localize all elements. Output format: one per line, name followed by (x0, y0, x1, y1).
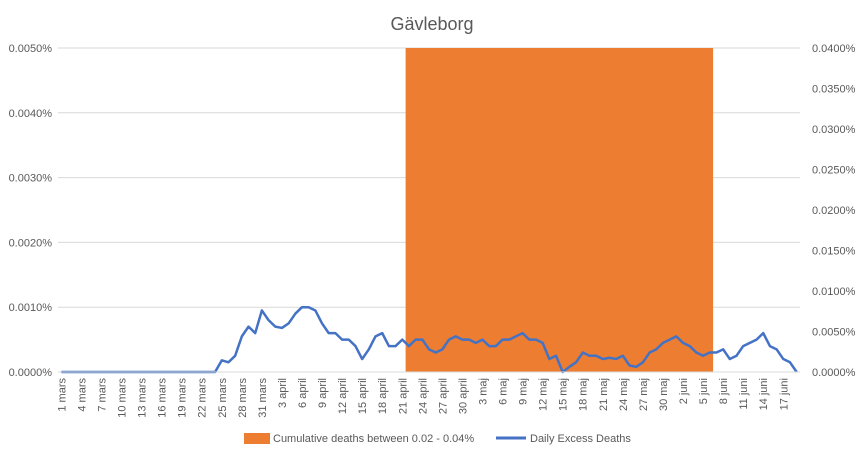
x-tick-label: 13 mars (137, 378, 149, 418)
x-tick-label: 18 april (377, 378, 389, 414)
y-right-tick-label: 0.0150% (812, 246, 856, 258)
x-tick-label: 30 april (457, 378, 469, 414)
x-tick-label: 17 juni (778, 378, 790, 410)
x-tick-label: 22 mars (197, 378, 209, 418)
x-tick-label: 21 april (397, 378, 409, 414)
y-right-tick-label: 0.0050% (812, 327, 856, 339)
x-tick-label: 27 april (437, 378, 449, 414)
y-left-tick-label: 0.0030% (9, 173, 53, 185)
x-tick-label: 5 juni (698, 378, 710, 404)
x-tick-label: 6 april (297, 378, 309, 408)
y-axis-right: 0.0000% 0.0050% 0.0100% 0.0150% 0.0200% 0.025… (812, 43, 856, 379)
y-left-tick-label: 0.0020% (9, 237, 53, 249)
y-right-tick-label: 0.0000% (812, 367, 856, 379)
x-tick-label: 24 april (417, 378, 429, 414)
cumulative-band-layer (405, 48, 714, 372)
x-tick-label: 19 mars (177, 378, 189, 418)
x-tick-label: 28 mars (237, 378, 249, 418)
x-tick-label: 3 april (277, 378, 289, 408)
x-axis: 1 mars 4 mars 7 mars 10 mars 13 mars 16 mars 1… (56, 371, 800, 418)
x-tick-label: 1 mars (56, 378, 68, 412)
x-tick-label: 12 maj (538, 378, 550, 411)
y-right-tick-label: 0.0300% (812, 124, 856, 136)
y-right-tick-label: 0.0200% (812, 205, 856, 217)
x-tick-label: 15 april (357, 378, 369, 414)
x-tick-label: 10 mars (117, 378, 129, 418)
x-tick-label: 9 maj (518, 378, 530, 405)
y-right-tick-label: 0.0350% (812, 84, 856, 96)
x-tick-label: 7 mars (96, 378, 108, 412)
x-tick-label: 11 juni (738, 378, 750, 410)
x-tick-label: 30 maj (658, 378, 670, 411)
cumulative-band (405, 48, 714, 372)
x-tick-label: 14 juni (758, 378, 770, 410)
y-left-tick-label: 0.0010% (9, 302, 53, 314)
x-tick-label: 2 juni (678, 378, 690, 404)
y-right-tick-label: 0.0400% (812, 43, 856, 55)
y-left-tick-label: 0.0050% (9, 43, 53, 55)
y-left-tick-label: 0.0000% (9, 367, 53, 379)
legend: Cumulative deaths between 0.02 - 0.04% Da… (244, 433, 631, 445)
legend-label-line: Daily Excess Deaths (530, 433, 631, 445)
x-tick-label: 9 april (317, 378, 329, 408)
x-tick-label: 15 maj (558, 378, 570, 411)
x-tick-label: 27 maj (638, 378, 650, 411)
x-tick-label: 8 juni (718, 378, 730, 404)
x-tick-label: 16 mars (157, 378, 169, 418)
y-left-tick-label: 0.0040% (9, 108, 53, 120)
y-axis-left: 0.0000% 0.0010% 0.0020% 0.0030% 0.0040% 0.005… (9, 43, 53, 379)
x-tick-label: 24 maj (618, 378, 630, 411)
x-tick-label: 6 maj (498, 378, 510, 405)
x-tick-label: 25 mars (217, 378, 229, 418)
x-tick-label: 12 april (337, 378, 349, 414)
x-tick-label: 18 maj (578, 378, 590, 411)
x-tick-label: 3 maj (477, 378, 489, 405)
x-tick-label: 21 maj (598, 378, 610, 411)
chart-title: Gävleborg (390, 14, 473, 34)
y-right-tick-label: 0.0250% (812, 165, 856, 177)
x-tick-label: 31 mars (257, 378, 269, 418)
legend-swatch-band (244, 433, 270, 444)
legend-label-band: Cumulative deaths between 0.02 - 0.04% (273, 433, 474, 445)
y-right-tick-label: 0.0100% (812, 286, 856, 298)
x-tick-label: 4 mars (76, 378, 88, 412)
